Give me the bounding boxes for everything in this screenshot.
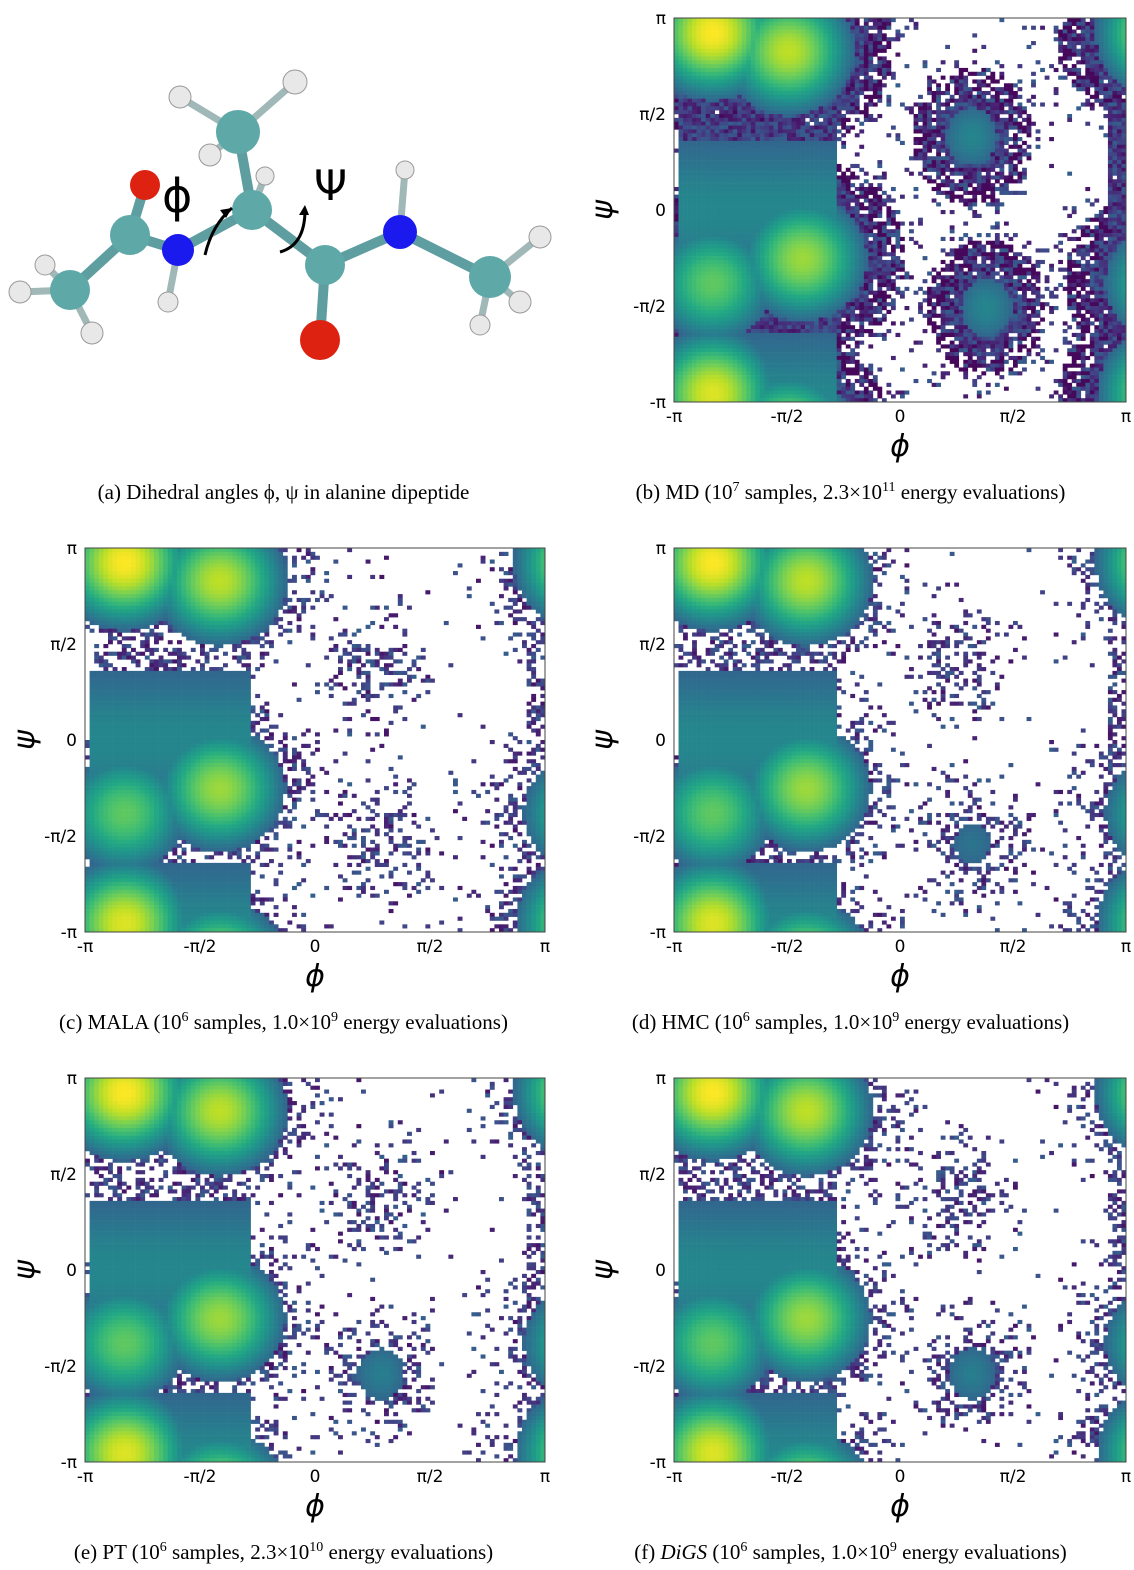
plot-frame xyxy=(84,547,546,933)
heatmap-cells xyxy=(674,548,1127,933)
y-tick-label: π xyxy=(67,1069,77,1089)
phi-symbol: ϕ xyxy=(162,169,192,223)
caption-b: (b) MD (107 samples, 2.3×1011 energy eva… xyxy=(567,480,1134,505)
heatmap-cells xyxy=(85,548,546,933)
y-tick-label: -π/2 xyxy=(44,1357,77,1377)
x-axis-label: ϕ xyxy=(890,429,910,464)
y-tick-label: -π xyxy=(650,1453,666,1473)
y-tick-label: -π xyxy=(61,923,77,943)
y-tick-label: -π/2 xyxy=(633,1357,666,1377)
x-axis-label: ϕ xyxy=(890,959,910,994)
x-tick-label: -π/2 xyxy=(771,937,804,957)
x-tick-label: π xyxy=(540,1467,550,1487)
y-tick-label: π xyxy=(656,9,666,29)
heatmap-e: -π -π/2 0 π/2 π π π/2 0 -π/2 -π ϕ ψ xyxy=(7,1069,550,1524)
alanine-dipeptide-illustration: ϕ Ψ xyxy=(8,69,552,360)
y-tick-label: -π/2 xyxy=(633,827,666,847)
x-tick-label: 0 xyxy=(895,1467,906,1487)
caption-a: (a) Dihedral angles ϕ, ψ in alanine dipe… xyxy=(0,480,567,505)
plot-frame xyxy=(673,1077,1127,1463)
x-tick-label: π xyxy=(540,937,550,957)
x-tick-label: -π xyxy=(666,937,682,957)
x-tick-label: π/2 xyxy=(1000,1467,1027,1487)
y-tick-label: 0 xyxy=(655,201,666,221)
x-tick-label: -π xyxy=(666,1467,682,1487)
caption-e: (e) PT (106 samples, 2.3×1010 energy eva… xyxy=(0,1540,567,1565)
y-tick-label: 0 xyxy=(66,731,77,751)
heatmap-d: -π -π/2 0 π/2 π π π/2 0 -π/2 -π ϕ ψ xyxy=(585,539,1131,994)
y-tick-label: 0 xyxy=(655,731,666,751)
y-axis-label: ψ xyxy=(7,729,42,750)
x-axis-label: ϕ xyxy=(305,1489,325,1524)
heatmap-f: -π -π/2 0 π/2 π π π/2 0 -π/2 -π ϕ ψ xyxy=(585,1069,1131,1524)
y-axis-label: ψ xyxy=(7,1259,42,1280)
x-tick-label: 0 xyxy=(310,1467,321,1487)
y-tick-label: 0 xyxy=(655,1261,666,1281)
plot-frame xyxy=(84,1077,546,1463)
y-tick-label: -π/2 xyxy=(44,827,77,847)
x-tick-label: π xyxy=(1121,937,1131,957)
x-tick-label: π/2 xyxy=(417,937,444,957)
heatmap-b: -π -π/2 0 π/2 π π π/2 0 -π/2 -π ϕ ψ xyxy=(585,9,1131,464)
psi-symbol: Ψ xyxy=(314,161,347,210)
y-tick-label: π/2 xyxy=(639,635,666,655)
x-tick-label: -π xyxy=(77,937,93,957)
plot-frame xyxy=(673,547,1127,933)
x-tick-label: π/2 xyxy=(1000,407,1027,427)
y-axis-label: ψ xyxy=(585,729,620,750)
x-tick-label: -π/2 xyxy=(771,407,804,427)
y-axis-label: ψ xyxy=(585,1259,620,1280)
y-tick-label: π xyxy=(656,1069,666,1089)
x-tick-label: π/2 xyxy=(1000,937,1027,957)
heatmap-cells xyxy=(85,1078,546,1463)
x-tick-label: 0 xyxy=(895,407,906,427)
x-tick-label: -π xyxy=(77,1467,93,1487)
x-tick-label: -π/2 xyxy=(771,1467,804,1487)
heatmap-cells xyxy=(674,1078,1127,1463)
y-tick-label: π/2 xyxy=(639,105,666,125)
y-tick-label: -π xyxy=(650,393,666,413)
x-tick-label: π/2 xyxy=(417,1467,444,1487)
heatmap-cells xyxy=(674,18,1127,403)
y-tick-label: -π xyxy=(650,923,666,943)
caption-d: (d) HMC (106 samples, 1.0×109 energy eva… xyxy=(567,1010,1134,1035)
y-tick-label: -π xyxy=(61,1453,77,1473)
x-tick-label: 0 xyxy=(895,937,906,957)
x-axis-label: ϕ xyxy=(305,959,325,994)
x-tick-label: -π xyxy=(666,407,682,427)
heatmap-c: -π -π/2 0 π/2 π π π/2 0 -π/2 -π ϕ ψ xyxy=(7,539,550,994)
y-tick-label: π/2 xyxy=(50,1165,77,1185)
x-tick-label: -π/2 xyxy=(184,937,217,957)
y-tick-label: π/2 xyxy=(50,635,77,655)
x-tick-label: -π/2 xyxy=(184,1467,217,1487)
caption-c: (c) MALA (106 samples, 1.0×109 energy ev… xyxy=(0,1010,567,1035)
x-tick-label: π xyxy=(1121,407,1131,427)
plot-frame xyxy=(673,17,1127,403)
x-tick-label: π xyxy=(1121,1467,1131,1487)
y-tick-label: -π/2 xyxy=(633,297,666,317)
caption-f: (f) DiGS (106 samples, 1.0×109 energy ev… xyxy=(567,1540,1134,1565)
y-tick-label: π/2 xyxy=(639,1165,666,1185)
x-axis-label: ϕ xyxy=(890,1489,910,1524)
y-axis-label: ψ xyxy=(585,199,620,220)
y-tick-label: 0 xyxy=(66,1261,77,1281)
x-tick-label: 0 xyxy=(310,937,321,957)
y-tick-label: π xyxy=(67,539,77,559)
y-tick-label: π xyxy=(656,539,666,559)
